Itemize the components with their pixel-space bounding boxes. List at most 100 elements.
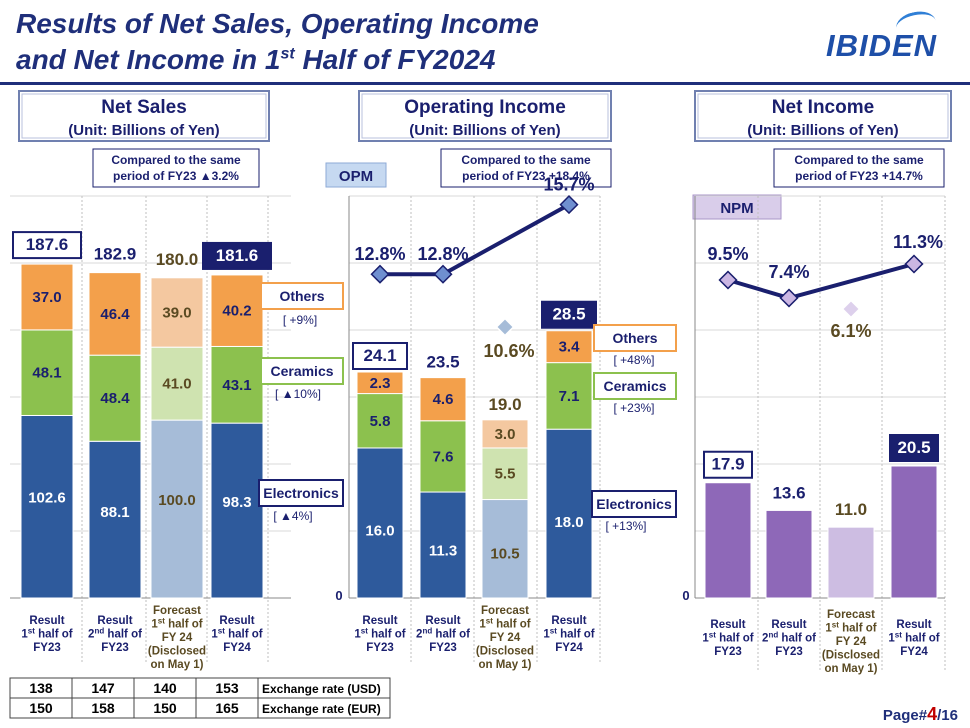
net-sales-bar-ceramics-3	[210, 345, 264, 424]
net-income-subtitle: (Unit: Billions of Yen)	[747, 122, 898, 139]
op-income-value-ceramics-3: 7.1	[559, 388, 580, 405]
op-income-value-electronics-1: 11.3	[429, 542, 457, 559]
net-income-x-label-1-2: FY23	[775, 646, 803, 658]
net-income-x-label-2-3: (Disclosed	[822, 650, 880, 662]
net-income-compare-box	[773, 148, 945, 188]
net-income-header-inner	[697, 93, 949, 139]
net-sales-bar-electronics-1	[88, 440, 142, 599]
net-sales-header-inner	[21, 93, 267, 139]
net-sales-x-label-2-4: on May 1)	[150, 659, 203, 671]
op-income-bar-electronics-3	[545, 428, 593, 599]
net-income-x-label-2-0: Forecast	[827, 609, 875, 621]
net-sales-subtitle: (Unit: Billions of Yen)	[68, 122, 219, 139]
net-income-bar-0	[704, 482, 752, 599]
net-income-x-label-1-0: Result	[771, 619, 806, 631]
net-income-total-1: 13.6	[772, 483, 805, 502]
net-income-compare-line2: period of FY23 +14.7%	[795, 169, 923, 183]
net-sales-x-label-2-0: Forecast	[153, 605, 201, 617]
net-sales-total-0: 187.6	[26, 235, 69, 254]
net-income-total-3: 20.5	[897, 438, 930, 457]
op-income-x-label-0-1: 1st half of	[354, 627, 405, 641]
net-income-bar-3	[890, 465, 938, 599]
net-sales-x-label-0-1: 1st half of	[21, 627, 72, 641]
page-prefix: Page#	[882, 707, 928, 724]
net-income-total-0-box	[703, 450, 753, 479]
op-income-legend-others-change: [ +48%]	[613, 353, 654, 367]
net-sales-x-label-0-0: Result	[29, 615, 64, 627]
op-income-compare-line1: Compared to the same	[461, 153, 591, 167]
net-income-title: Net Income	[772, 97, 874, 118]
exchange-usd-3: 153	[215, 680, 239, 696]
op-income-value-others-1: 4.6	[433, 391, 454, 408]
page-title: Results of Net Sales, Operating Income a…	[16, 6, 539, 78]
npm-marker-2	[841, 299, 861, 319]
op-income-title: Operating Income	[404, 97, 566, 118]
title-line-1: Results of Net Sales, Operating Income	[16, 8, 539, 39]
opm-value-1: 12.8%	[417, 244, 468, 264]
op-income-value-others-3: 3.4	[559, 339, 581, 356]
opm-value-3: 15.7%	[543, 175, 594, 195]
op-income-bar-others-1	[419, 377, 467, 422]
npm-line	[727, 262, 915, 301]
net-sales-x-label-3-1: 1st half of	[211, 627, 262, 641]
exchange-eur-1: 158	[91, 700, 115, 716]
op-income-value-others-2: 3.0	[495, 426, 516, 443]
op-income-value-electronics-3: 18.0	[554, 514, 583, 531]
net-sales-bar-others-3	[210, 274, 264, 347]
opm-marker-2	[495, 317, 515, 337]
op-income-legend-electronics-change: [ +13%]	[605, 519, 646, 533]
net-sales-legend-ceramics-box	[260, 357, 344, 385]
net-sales-legend-electronics-change: [ ▲4%]	[273, 509, 312, 523]
op-income-total-1: 23.5	[426, 353, 459, 372]
npm-label-box	[692, 194, 782, 220]
exchange-usd-1: 147	[91, 680, 115, 696]
exchange-usd-0: 138	[29, 680, 53, 696]
net-sales-title: Net Sales	[101, 97, 187, 118]
op-income-total-3: 28.5	[552, 305, 585, 324]
net-sales-bar-electronics-0	[20, 414, 74, 599]
net-sales-x-label-0-2: FY23	[33, 642, 61, 654]
npm-value-0: 9.5%	[707, 244, 748, 264]
npm-value-3: 11.3%	[893, 232, 943, 252]
net-sales-legend-ceramics: Ceramics	[270, 363, 333, 379]
net-sales-bar-electronics-3	[210, 422, 264, 599]
opm-line	[380, 202, 570, 277]
exchange-eur-3: 165	[215, 700, 239, 716]
net-sales-total-3-box	[202, 241, 272, 270]
op-income-value-others-0: 2.3	[370, 375, 391, 392]
net-sales-bar-others-1	[88, 272, 142, 356]
net-income-x-label-3-1: 1st half of	[888, 631, 939, 645]
op-income-value-ceramics-1: 7.6	[433, 448, 454, 465]
net-income-zero: 0	[682, 588, 689, 603]
title-sup: st	[280, 45, 295, 63]
net-sales-compare-box	[92, 148, 260, 188]
op-income-legend-ceramics-box	[593, 372, 677, 400]
net-sales-total-0-box	[12, 231, 82, 260]
op-income-legend-others: Others	[612, 330, 657, 346]
exchange-eur-2: 150	[153, 700, 177, 716]
net-sales-legend-others-change: [ +9%]	[283, 313, 317, 327]
op-income-x-label-1-2: FY23	[429, 642, 457, 654]
op-income-header-inner	[361, 93, 609, 139]
opm-marker-1	[433, 264, 453, 284]
op-income-compare-box	[440, 148, 612, 188]
op-income-x-label-0-0: Result	[362, 615, 397, 627]
net-income-x-label-2-1: 1st half of	[825, 621, 876, 635]
op-income-x-label-1-0: Result	[425, 615, 460, 627]
op-income-x-label-3-0: Result	[551, 615, 586, 627]
op-income-total-0-box	[352, 342, 408, 370]
op-income-compare-line2: period of FY23 +18.4%	[462, 169, 590, 183]
net-income-x-label-3-2: FY24	[900, 646, 928, 658]
op-income-x-label-2-0: Forecast	[481, 605, 529, 617]
net-income-x-label-0-1: 1st half of	[702, 631, 753, 645]
opm-label-box	[325, 162, 387, 188]
net-sales-compare-line1: Compared to the same	[111, 153, 241, 167]
net-sales-x-label-2-1: 1st half of	[151, 617, 202, 631]
page-suffix: /16	[937, 707, 958, 724]
op-income-bar-others-3	[545, 330, 593, 364]
net-sales-x-label-3-2: FY24	[223, 642, 251, 654]
net-sales-value-electronics-0: 102.6	[28, 490, 66, 507]
op-income-legend-electronics: Electronics	[596, 496, 672, 512]
net-sales-legend-others-box	[260, 282, 344, 310]
net-sales-legend-others: Others	[279, 288, 324, 304]
